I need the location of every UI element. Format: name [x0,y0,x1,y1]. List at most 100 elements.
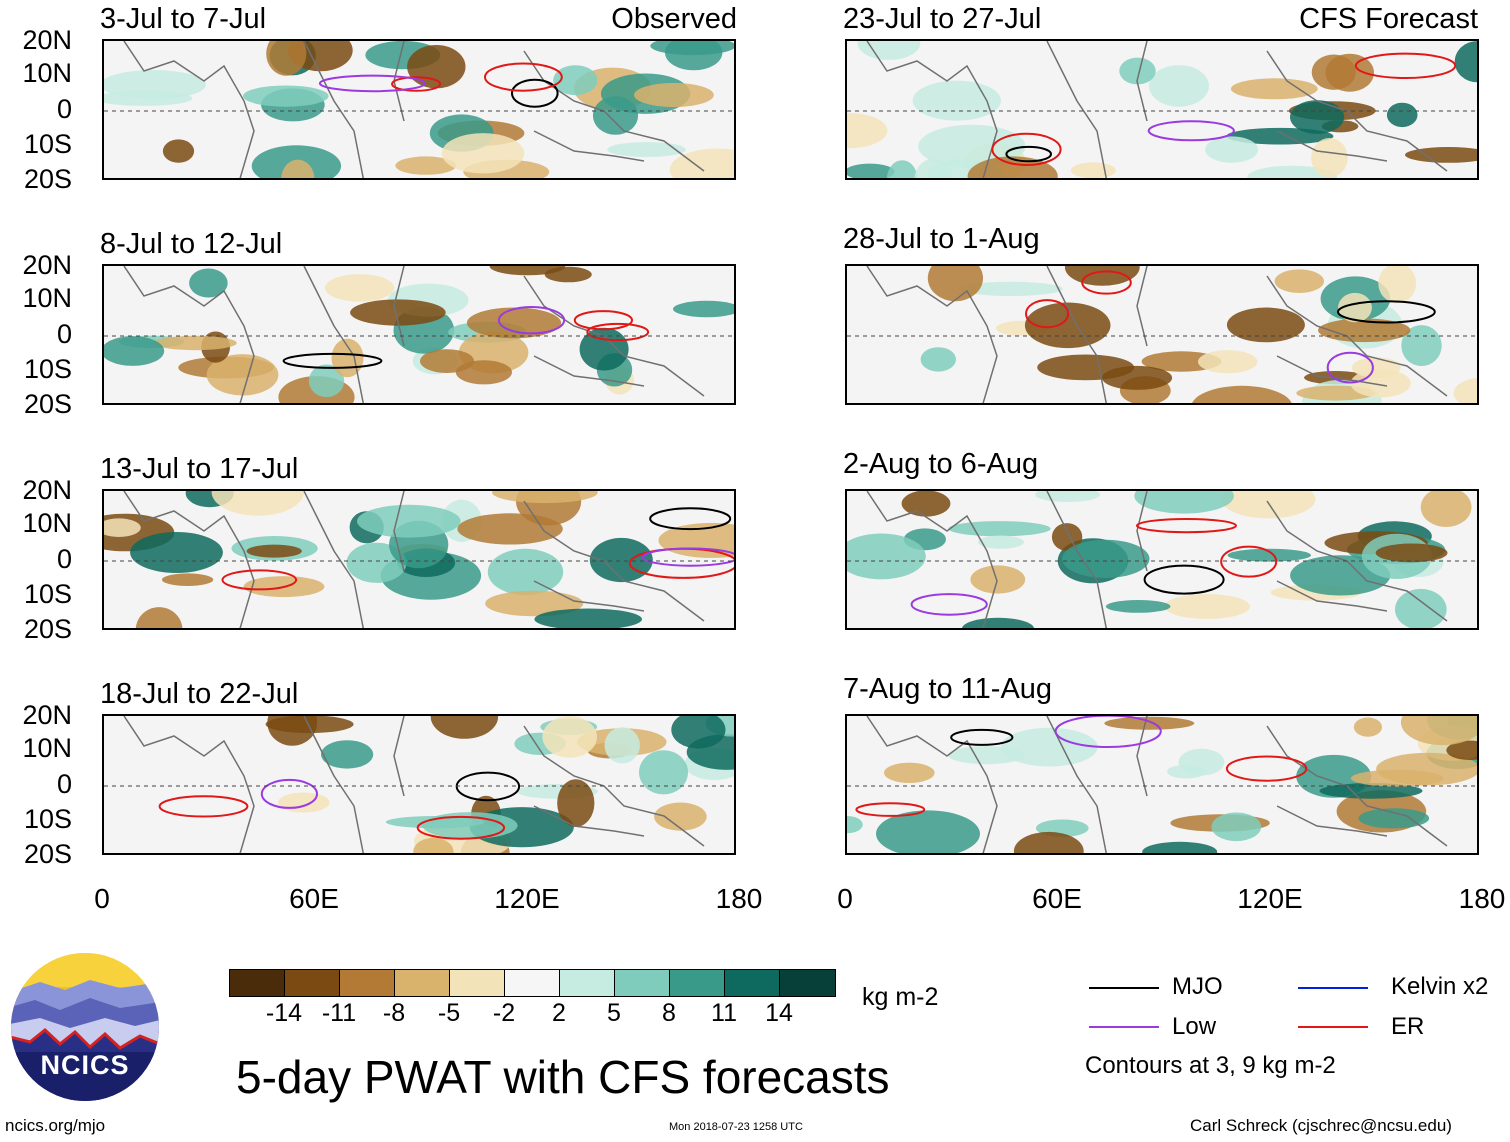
anomaly-blob [395,156,457,175]
anomaly-blob [884,762,935,783]
coastline [1276,130,1388,162]
map-field [847,266,1477,403]
colorbar-tick: 2 [552,999,566,1027]
legend-label: Kelvin x2 [1391,973,1489,1000]
map-panel [845,489,1479,630]
colorbar-swatch [230,970,285,996]
coastline [533,130,645,162]
anomaly-blob [1064,266,1140,286]
anomaly-blob [1350,369,1411,398]
colorbar-swatch [725,970,780,996]
map-field [104,716,734,853]
anomaly-blob [420,349,474,373]
coastline [393,266,405,347]
anomaly-blob [1134,491,1234,514]
map-field [104,266,734,403]
anomaly-blob [1062,539,1150,578]
coastline [393,491,405,572]
contour-ring [1136,517,1237,534]
anomaly-blob [357,504,461,538]
panel-label: Observed [611,3,737,35]
anomaly-blob [104,518,141,537]
contour-ring [1354,52,1457,79]
contour-ring [1326,351,1374,384]
anomaly-blob [948,746,1026,765]
colorbar-swatch [560,970,615,996]
anomaly-blob [211,491,304,516]
anomaly-blob [1290,100,1345,134]
y-tick-label: 20N [22,250,72,280]
coastline [393,716,405,797]
map-field [847,716,1477,853]
anomaly-blob [1395,588,1447,628]
coastline [866,716,998,853]
anomaly-blob [1221,491,1316,519]
y-tick-label: 20N [22,25,72,55]
anomaly-blob [1311,138,1348,178]
x-tick-label: 0 [94,883,110,914]
y-tick-label: 0 [56,319,72,349]
logo-text: NCICS [40,1050,130,1080]
x-tick-label: 180 [1458,883,1506,914]
logo-icon [11,953,159,1101]
x-tick-label: 120E [1237,883,1303,914]
anomaly-blob [413,837,454,853]
contour-ring [511,78,559,108]
anomaly-blob [441,133,525,174]
colorbar-swatch [285,970,340,996]
anomaly-blob [1198,350,1258,374]
anomaly-blob [485,590,584,617]
anomaly-blob [206,354,279,396]
anomaly-blob [639,750,688,795]
anomaly-blob [847,533,926,580]
colorbar-swatch [340,970,395,996]
anomaly-blob [1400,716,1477,746]
coastline [123,266,255,403]
contour-ring [649,507,732,531]
timestamp: Mon 2018-07-23 1258 UTC [669,1121,803,1133]
anomaly-blob [1164,594,1250,619]
anomaly-blob [1405,147,1477,163]
contour-ring [1054,716,1162,748]
panel-title: 3-Jul to 7-Jul [100,3,267,35]
y-tick-label: 10S [23,804,72,834]
y-tick-label: 10N [22,508,72,538]
anomaly-blob [1000,727,1098,767]
x-tick-label: 60E [1032,883,1082,914]
anomaly-blob [1353,717,1382,737]
anomaly-blob [1070,162,1116,178]
contour-ring [573,310,633,331]
x-tick-label: 120E [494,883,560,914]
anomaly-blob [1166,764,1207,779]
y-tick-label: 0 [56,769,72,799]
coastline [1046,266,1107,403]
anomaly-blob [970,565,1026,594]
coastline [1136,41,1148,122]
anomaly-blob [671,716,726,749]
y-tick-label: 20N [22,475,72,505]
anomaly-blob [492,491,598,504]
y-tick-label: 0 [56,94,72,124]
anomaly-blob [1051,523,1083,551]
contour-ring [1220,545,1278,578]
colorbar-tick: -5 [437,999,461,1027]
anomaly-blob [308,364,345,398]
coastline [1136,716,1148,797]
anomaly-blob [246,544,302,558]
anomaly-blob [162,573,214,586]
legend-label: ER [1391,1013,1425,1040]
contour-ring [1225,755,1308,782]
anomaly-blob [1226,307,1305,343]
legend-line-mjo [1089,987,1159,989]
colorbar-tick: 11 [711,999,737,1027]
anomaly-blob [1142,841,1218,853]
contour-ring [1143,564,1225,595]
colorbar-swatch [670,970,725,996]
anomaly-blob [153,335,237,351]
anomaly-blob [1274,269,1324,293]
anomaly-blob [407,45,466,89]
map-field [104,41,734,178]
anomaly-blob [385,816,485,829]
anomaly-blob [847,113,888,149]
y-tick-label: 10N [22,283,72,313]
